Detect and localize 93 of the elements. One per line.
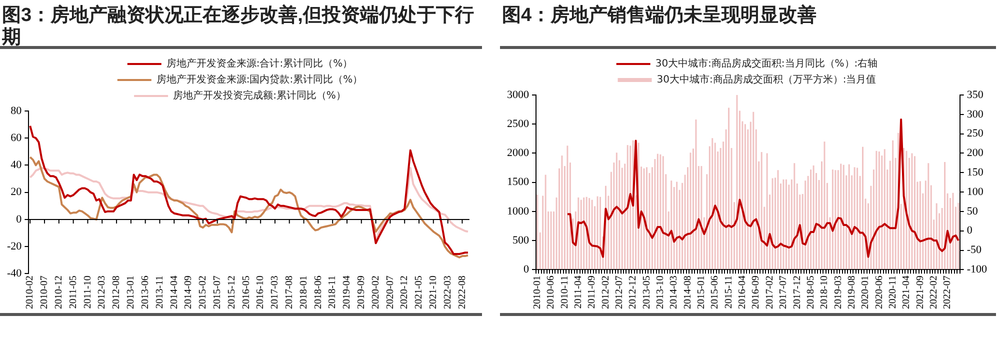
x-tick-label: 2010-02 <box>24 276 36 310</box>
x-tick-label: 2020-12 <box>399 276 410 310</box>
x-tick-label: 2019-03 <box>832 276 844 310</box>
legend-label: 30大中城市:商品房成交面积（万平方米）:当月值 <box>656 74 876 86</box>
x-tick-label: 2022-08 <box>456 276 468 310</box>
x-tick-label: 2021-05 <box>414 276 425 310</box>
x-tick-label: 2018-10 <box>819 276 830 310</box>
y2-tick-label: 200 <box>966 147 984 160</box>
y-tick-label: 20 <box>10 186 22 198</box>
x-tick-label: 2019-08 <box>846 276 858 310</box>
x-tick-label: 2019-09 <box>356 276 368 310</box>
y2-tick-label: 350 <box>966 88 984 101</box>
x-tick-label: 2016-05 <box>240 276 252 310</box>
y-tick-label: 2000 <box>507 147 530 160</box>
x-tick-label: 2014-03 <box>668 276 680 310</box>
legend-label: 30大中城市:商品房成交面积:当月同比（%）:右轴 <box>655 58 878 70</box>
legend-label: 房地产开发资金来源:国内贷款:累计同比（%） <box>156 74 363 86</box>
x-tick-label: 2011-09 <box>586 276 598 309</box>
x-tick-label: 2014-08 <box>682 276 694 310</box>
y-tick-label: -20 <box>6 240 22 252</box>
x-tick-label: 2015-02 <box>198 276 209 310</box>
x-tick-label: 2012-08 <box>111 276 122 310</box>
x-tick-label: 2014-04 <box>168 276 180 310</box>
x-tick-label: 2017-12 <box>792 276 803 310</box>
y-tick-label: 2500 <box>507 118 530 130</box>
x-tick-label: 2017-02 <box>764 276 776 310</box>
y2-tick-label: -100 <box>966 264 988 276</box>
y-tick-label: 0 <box>524 264 530 276</box>
legend-label: 房地产开发投资完成额:累计同比（%） <box>173 90 346 102</box>
x-tick-label: 2021-04 <box>901 276 912 310</box>
x-tick-label: 2012-03 <box>96 276 108 310</box>
x-tick-label: 2014-09 <box>183 276 194 310</box>
x-tick-label: 2015-12 <box>226 276 238 310</box>
x-tick-label: 2015-11 <box>723 276 734 309</box>
x-tick-label: 2010-06 <box>546 276 557 310</box>
y2-tick-label: 0 <box>966 224 973 237</box>
x-tick-label: 2011-05 <box>68 276 79 309</box>
x-tick-label: 2010-11 <box>559 276 570 309</box>
y-tick-label: 3000 <box>507 88 530 101</box>
x-tick-label: 2021-10 <box>428 276 440 310</box>
y2-tick-label: 150 <box>966 166 984 179</box>
x-tick-label: 2011-04 <box>573 276 584 309</box>
x-tick-label: 2020-06 <box>874 276 885 310</box>
x-tick-label: 2016-04 <box>737 276 748 310</box>
x-tick-label: 2018-11 <box>327 276 338 309</box>
y2-tick-label: 100 <box>966 186 984 198</box>
x-tick-label: 2013-11 <box>154 276 166 309</box>
y-tick-label: -40 <box>6 268 22 280</box>
y2-tick-label: -50 <box>966 244 982 256</box>
y2-tick-label: 300 <box>966 108 984 120</box>
x-tick-label: 2015-07 <box>212 276 223 310</box>
x-tick-label: 2020-02 <box>370 276 382 310</box>
x-tick-label: 2012-12 <box>628 276 639 310</box>
x-tick-label: 2020-07 <box>384 276 396 310</box>
x-tick-label: 2010-01 <box>532 276 543 310</box>
y-tick-label: 40 <box>10 159 22 172</box>
y-tick-label: 0 <box>16 213 22 226</box>
x-tick-label: 2018-06 <box>312 276 324 310</box>
x-tick-label: 2015-06 <box>710 276 721 310</box>
x-tick-label: 2021-09 <box>914 276 926 310</box>
x-tick-label: 2016-10 <box>255 276 266 310</box>
x-tick-label: 2022-02 <box>928 276 940 310</box>
y-tick-label: 1000 <box>507 205 530 218</box>
x-tick-label: 2018-05 <box>805 276 816 310</box>
x-tick-label: 2012-02 <box>600 276 612 310</box>
x-tick-label: 2020-01 <box>860 276 872 310</box>
x-tick-label: 2017-03 <box>270 276 281 310</box>
x-tick-label: 2022-07 <box>942 276 954 310</box>
x-tick-label: 2017-07 <box>778 276 790 310</box>
y2-tick-label: 250 <box>966 128 984 140</box>
x-tick-label: 2013-05 <box>641 276 652 310</box>
y-tick-label: 60 <box>10 132 22 144</box>
chart-title: 图4：房地产销售端仍未呈现明显改善 <box>501 3 818 28</box>
x-tick-label: 2011-10 <box>82 276 94 309</box>
x-tick-label: 2013-01 <box>126 276 137 310</box>
x-tick-label: 2020-11 <box>887 276 898 309</box>
x-tick-label: 2017-08 <box>284 276 295 310</box>
y2-tick-label: 50 <box>966 205 978 218</box>
x-tick-label: 2010-07 <box>39 276 50 310</box>
y-tick-label: 1500 <box>507 176 530 188</box>
x-tick-label: 2013-06 <box>140 276 151 310</box>
x-tick-label: 2015-01 <box>696 276 708 310</box>
x-tick-label: 2016-09 <box>750 276 762 310</box>
x-tick-label: 2018-01 <box>298 276 310 310</box>
legend-label: 房地产开发资金来源:合计:累计同比（%） <box>166 58 353 70</box>
chart-title: 图3：房地产融资状况正在逐步改善,但投资端仍处于下行期 <box>1 3 475 48</box>
x-tick-label: 2012-07 <box>614 276 626 310</box>
y-tick-label: 80 <box>10 104 22 117</box>
x-tick-label: 2022-03 <box>442 276 454 310</box>
x-tick-label: 2010-12 <box>54 276 65 310</box>
x-tick-label: 2013-10 <box>655 276 666 310</box>
y-tick-label: 500 <box>512 234 530 246</box>
x-tick-label: 2019-04 <box>342 276 353 310</box>
